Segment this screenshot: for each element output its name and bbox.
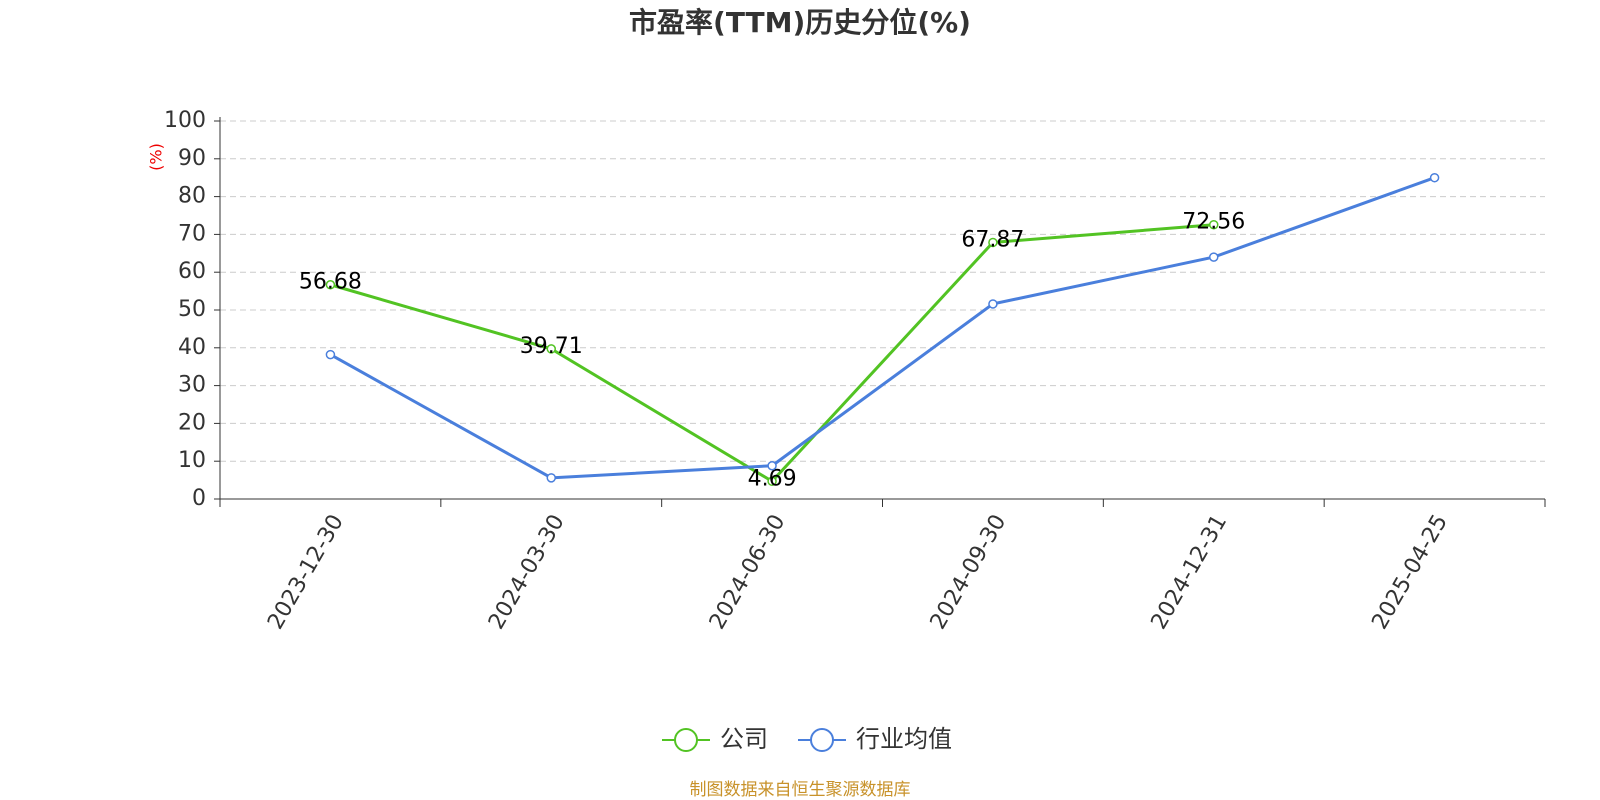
legend-marker bbox=[674, 728, 698, 752]
data-point bbox=[988, 299, 998, 309]
data-point bbox=[767, 460, 777, 471]
data-label: 56.68 bbox=[299, 270, 362, 295]
data-point bbox=[1209, 252, 1219, 262]
data-point bbox=[546, 344, 556, 354]
source-note: 制图数据来自恒生聚源数据库 bbox=[690, 780, 911, 800]
y-tick-label: 80 bbox=[178, 184, 206, 209]
data-point bbox=[1209, 219, 1219, 230]
y-tick-label: 70 bbox=[178, 221, 206, 246]
data-point bbox=[1429, 172, 1440, 183]
data-label: 39.71 bbox=[520, 334, 583, 359]
legend-label: 行业均值 bbox=[856, 725, 952, 753]
x-tick-label: 2024-09-30 bbox=[926, 511, 1012, 634]
x-tick-label: 2024-06-30 bbox=[705, 511, 791, 634]
data-label: 72.56 bbox=[1182, 210, 1245, 235]
x-tick-label: 2024-03-30 bbox=[484, 511, 570, 634]
legend-marker bbox=[810, 728, 834, 752]
data-point bbox=[767, 476, 777, 487]
y-tick-label: 30 bbox=[178, 373, 206, 398]
y-tick-label: 50 bbox=[178, 297, 206, 322]
x-tick-label: 2025-04-25 bbox=[1367, 511, 1453, 634]
y-tick-label: 10 bbox=[178, 448, 206, 473]
y-tick-label: 20 bbox=[178, 410, 206, 435]
data-point bbox=[325, 279, 336, 290]
legend-label: 公司 bbox=[720, 725, 768, 753]
data-point bbox=[988, 237, 998, 248]
y-axis-label: (%) bbox=[147, 143, 166, 171]
x-tick-label: 2024-12-31 bbox=[1147, 511, 1233, 634]
y-tick-label: 100 bbox=[164, 108, 206, 133]
series-line bbox=[329, 176, 1436, 480]
y-tick-label: 40 bbox=[178, 335, 206, 360]
data-point bbox=[546, 473, 556, 483]
series-line bbox=[329, 223, 1214, 484]
data-point bbox=[325, 349, 336, 360]
chart-title: 市盈率(TTM)历史分位(%) bbox=[629, 6, 971, 39]
x-tick-label: 2023-12-30 bbox=[263, 511, 349, 634]
y-tick-label: 60 bbox=[178, 259, 206, 284]
data-label: 67.87 bbox=[961, 227, 1024, 252]
y-tick-label: 90 bbox=[178, 146, 206, 171]
y-tick-label: 0 bbox=[192, 486, 206, 511]
